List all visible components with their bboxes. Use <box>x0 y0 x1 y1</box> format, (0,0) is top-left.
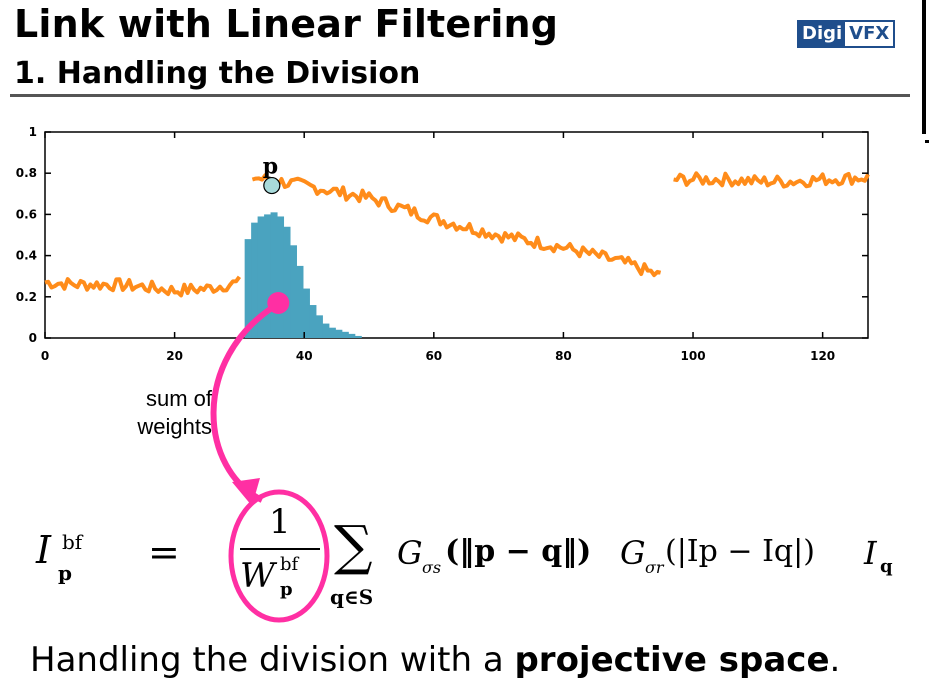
histogram-bar <box>296 265 304 338</box>
title-underline <box>10 94 910 97</box>
histogram-bar <box>309 305 317 338</box>
formula-term2-sub: σr <box>645 558 664 577</box>
formula-term3: I <box>864 534 877 572</box>
right-edge-mark <box>925 140 929 143</box>
slide-title: Link with Linear Filtering <box>14 2 559 46</box>
point-p-label: p <box>263 154 278 180</box>
sum-label-line2: weights <box>137 414 212 439</box>
formula-sum-symbol: ∑ <box>334 514 373 577</box>
formula-frac-bar <box>240 548 320 550</box>
slide-caption: Handling the division with a projective … <box>30 640 840 680</box>
annotations: p <box>210 154 330 623</box>
plot-frame <box>44 131 869 339</box>
histogram-bar <box>348 333 356 338</box>
signal-line-left <box>44 275 242 298</box>
sum-label-line1: sum of <box>145 386 212 411</box>
formula-term1-arg: (‖p − q‖) <box>445 534 592 569</box>
histogram-bar <box>322 323 330 338</box>
formula-sum-subscript: q∈S <box>330 585 374 609</box>
caption-bold: projective space <box>514 640 830 680</box>
formula-lhs-symbol: I <box>36 528 52 572</box>
histogram-bar <box>257 216 265 338</box>
histogram-bar <box>354 335 362 338</box>
formula-term2: G <box>620 534 646 572</box>
x-tick-label: 40 <box>296 349 313 363</box>
point-p-marker <box>263 176 281 195</box>
formula-frac-den-sup: bf <box>280 554 299 575</box>
formula-term3-sub: q <box>880 556 893 577</box>
denominator-highlight <box>228 489 330 623</box>
sum-of-weights-label: sum of weights <box>112 385 212 441</box>
signal-chart: 0 20 40 60 80 100 120 0 0.2 0.4 0.6 0.8 1 p <box>16 125 870 623</box>
logo-part-digi: Digi <box>799 22 846 46</box>
logo-part-vfx: VFX <box>845 22 894 46</box>
x-tick-label: 20 <box>166 349 183 363</box>
x-tick-label: 60 <box>425 349 442 363</box>
formula-frac-den-sub: p <box>280 579 293 600</box>
signal-lines <box>44 171 870 298</box>
y-tick-label: 0.8 <box>16 166 37 180</box>
y-tick-label: 0.4 <box>16 249 37 263</box>
weights-marker <box>267 291 290 314</box>
axis-ticks <box>44 131 868 339</box>
right-edge-bar <box>922 0 926 134</box>
formula-term1-sub: σs <box>422 558 442 577</box>
signal-line-right <box>673 171 870 189</box>
digivfx-logo: Digi VFX <box>797 20 896 48</box>
tick-labels: 0 20 40 60 80 100 120 0 0.2 0.4 0.6 0.8 1 <box>16 125 835 363</box>
slide-subtitle: 1. Handling the Division <box>14 56 421 91</box>
histogram-bar <box>251 222 259 338</box>
y-tick-label: 1 <box>29 125 37 139</box>
histogram <box>244 212 362 338</box>
y-tick-label: 0.6 <box>16 207 37 221</box>
histogram-bar <box>302 288 310 338</box>
formula-equals: = <box>148 530 180 574</box>
formula-term2-arg: (|Ip − Iq|) <box>665 534 815 569</box>
histogram-bar <box>244 239 252 338</box>
x-tick-label: 100 <box>681 349 706 363</box>
y-tick-label: 0.2 <box>16 290 37 304</box>
histogram-bar <box>283 226 291 338</box>
formula-lhs: I <box>36 528 51 572</box>
histogram-bar <box>341 331 349 338</box>
histogram-bar <box>290 245 297 338</box>
histogram-bar <box>277 216 285 338</box>
formula-lhs-sup: bf <box>62 530 83 554</box>
plot-border <box>44 131 869 339</box>
formula-frac-numerator: 1 <box>269 502 291 542</box>
signal-line-middle <box>251 173 662 278</box>
x-tick-label: 0 <box>41 349 49 363</box>
formula-lhs-sub: p <box>58 561 72 585</box>
formula-term1: G <box>397 534 423 572</box>
x-tick-label: 120 <box>810 349 835 363</box>
formula-frac-denominator: W <box>240 556 275 596</box>
histogram-bar <box>264 214 272 338</box>
histogram-bar <box>335 329 343 338</box>
y-tick-label: 0 <box>29 331 37 345</box>
x-tick-label: 80 <box>555 349 572 363</box>
caption-end: . <box>829 640 841 680</box>
histogram-bar <box>328 327 336 338</box>
histogram-bar <box>270 212 278 338</box>
histogram-bar <box>315 315 323 338</box>
caption-plain: Handling the division with a <box>30 640 515 680</box>
